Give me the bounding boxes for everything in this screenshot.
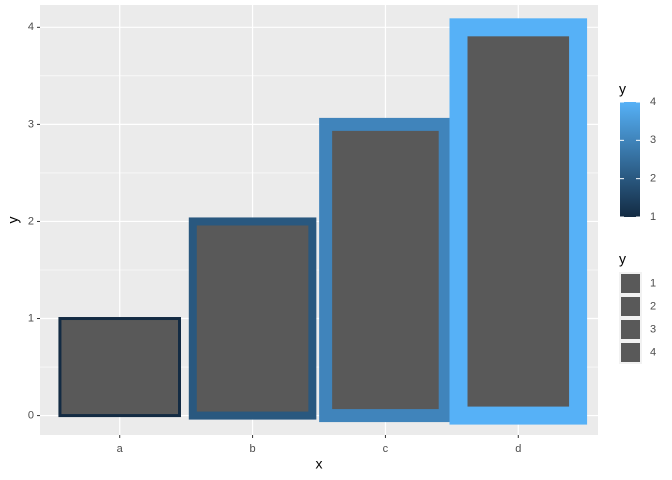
- bar: [319, 117, 452, 423]
- legend-label: 1: [650, 277, 656, 289]
- y-tick-label: 3: [28, 118, 34, 130]
- legend-label: 4: [650, 346, 656, 358]
- y-tick-label: 4: [28, 21, 34, 33]
- y-tick-label: 1: [28, 312, 34, 324]
- colorbar-label: 3: [650, 134, 656, 146]
- legend-key: [621, 343, 640, 362]
- bar: [188, 217, 317, 420]
- legend-key: [621, 274, 640, 293]
- colorbar: [620, 102, 640, 217]
- x-tick-label: c: [383, 443, 389, 455]
- legend: y 1 2 3 4 y 1 2 3 4: [619, 81, 656, 364]
- colorbar-label: 1: [650, 211, 656, 223]
- y-tick-label: 2: [28, 215, 34, 227]
- legend-label: 2: [650, 300, 656, 312]
- legend-title: y: [619, 251, 626, 267]
- legend-key: [621, 297, 640, 316]
- axes: 0 1 2 3 4 a b c d: [28, 21, 521, 455]
- bar: [449, 18, 588, 425]
- y-tick-label: 0: [28, 409, 34, 421]
- x-tick-label: b: [250, 443, 256, 455]
- legend-key: [621, 320, 640, 339]
- colorbar-label: 2: [650, 173, 656, 185]
- legend-label: 3: [650, 323, 656, 335]
- x-axis-title: x: [316, 456, 323, 472]
- bars: [58, 18, 588, 425]
- x-tick-label: d: [515, 443, 521, 455]
- legend-title: y: [619, 81, 626, 97]
- y-axis-title: y: [5, 217, 21, 224]
- colorbar-label: 4: [650, 96, 656, 108]
- bar: [58, 317, 181, 418]
- x-tick-label: a: [117, 443, 124, 455]
